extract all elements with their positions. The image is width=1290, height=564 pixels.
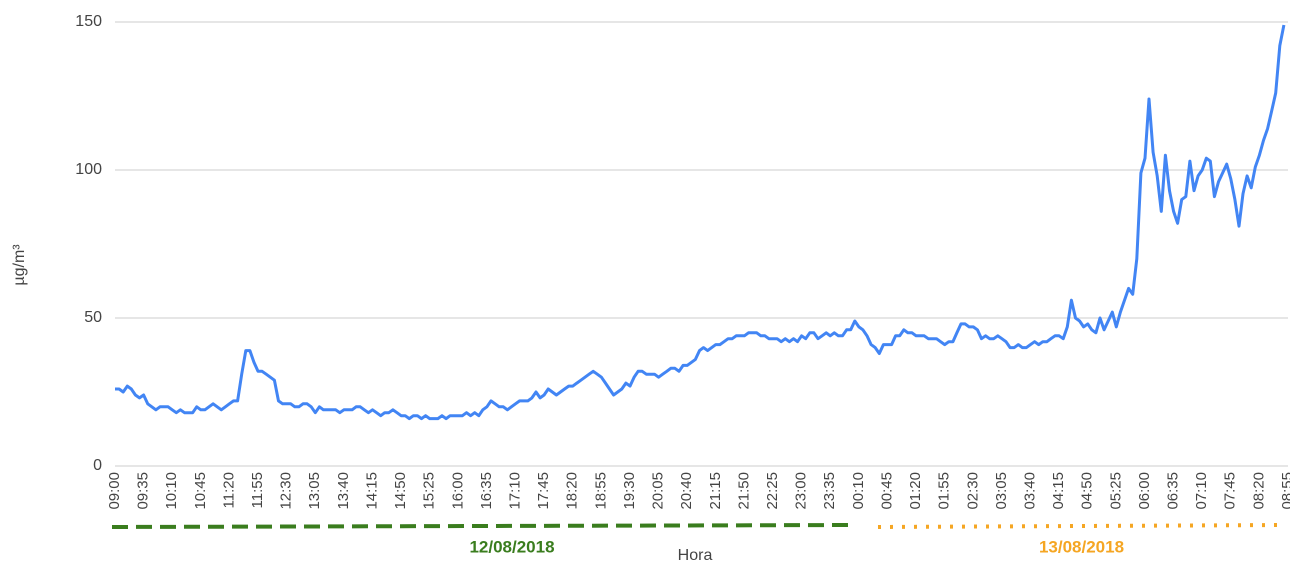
y-tick-label: 0 [93,457,102,474]
x-tick-label: 17:10 [507,472,524,510]
x-tick-label: 05:25 [1107,472,1124,510]
y-axis-label: µg/m³ [11,244,28,286]
x-tick-label: 12:30 [278,472,295,510]
x-tick-label: 14:50 [392,472,409,510]
x-tick-label: 06:35 [1165,472,1182,510]
x-tick-label: 18:20 [564,472,581,510]
x-tick-label: 17:45 [535,472,552,510]
data-line [115,24,1286,421]
x-tick-label: 00:10 [850,472,867,510]
x-tick-label: 01:20 [907,472,924,510]
x-tick-label: 14:15 [363,472,380,510]
x-tick-label: 13:40 [335,472,352,510]
x-tick-label: 08:20 [1250,472,1267,510]
x-tick-label: 02:30 [964,472,981,510]
x-tick-label: 06:00 [1136,472,1153,510]
x-tick-label: 13:05 [306,472,323,510]
y-tick-label: 150 [75,13,102,30]
x-tick-label: 07:10 [1193,472,1210,510]
x-tick-label: 09:00 [106,472,123,510]
x-tick-label: 01:55 [936,472,953,510]
x-tick-label: 10:45 [192,472,209,510]
x-tick-label: 16:35 [478,472,495,510]
x-tick-label: 04:50 [1079,472,1096,510]
x-tick-label: 11:20 [220,472,237,508]
x-tick-label: 22:25 [764,472,781,510]
x-tick-label: 04:15 [1050,472,1067,510]
x-tick-label: 18:55 [592,472,609,510]
x-tick-label: 08:55 [1279,472,1290,510]
date-span [111,523,853,529]
date-label: 13/08/2018 [1039,537,1124,556]
x-tick-label: 11:55 [249,472,266,508]
y-tick-label: 100 [75,161,102,178]
y-tick-label: 50 [84,309,102,326]
x-tick-label: 21:15 [707,472,724,510]
date-label: 12/08/2018 [469,537,554,556]
x-tick-label: 00:45 [878,472,895,510]
x-tick-label: 10:10 [163,472,180,510]
x-tick-label: 03:40 [1021,472,1038,510]
x-tick-label: 21:50 [735,472,752,510]
x-tick-label: 23:35 [821,472,838,510]
x-tick-label: 03:05 [993,472,1010,510]
x-axis-label: Hora [678,547,713,564]
x-tick-label: 23:00 [793,472,810,510]
x-tick-label: 15:25 [421,472,438,510]
x-tick-label: 20:05 [650,472,667,510]
x-tick-label: 19:30 [621,472,638,510]
x-tick-label: 09:35 [135,472,152,510]
x-tick-label: 07:45 [1222,472,1239,510]
date-span [877,523,1286,529]
x-tick-label: 16:00 [449,472,466,510]
x-tick-label: 20:40 [678,472,695,510]
